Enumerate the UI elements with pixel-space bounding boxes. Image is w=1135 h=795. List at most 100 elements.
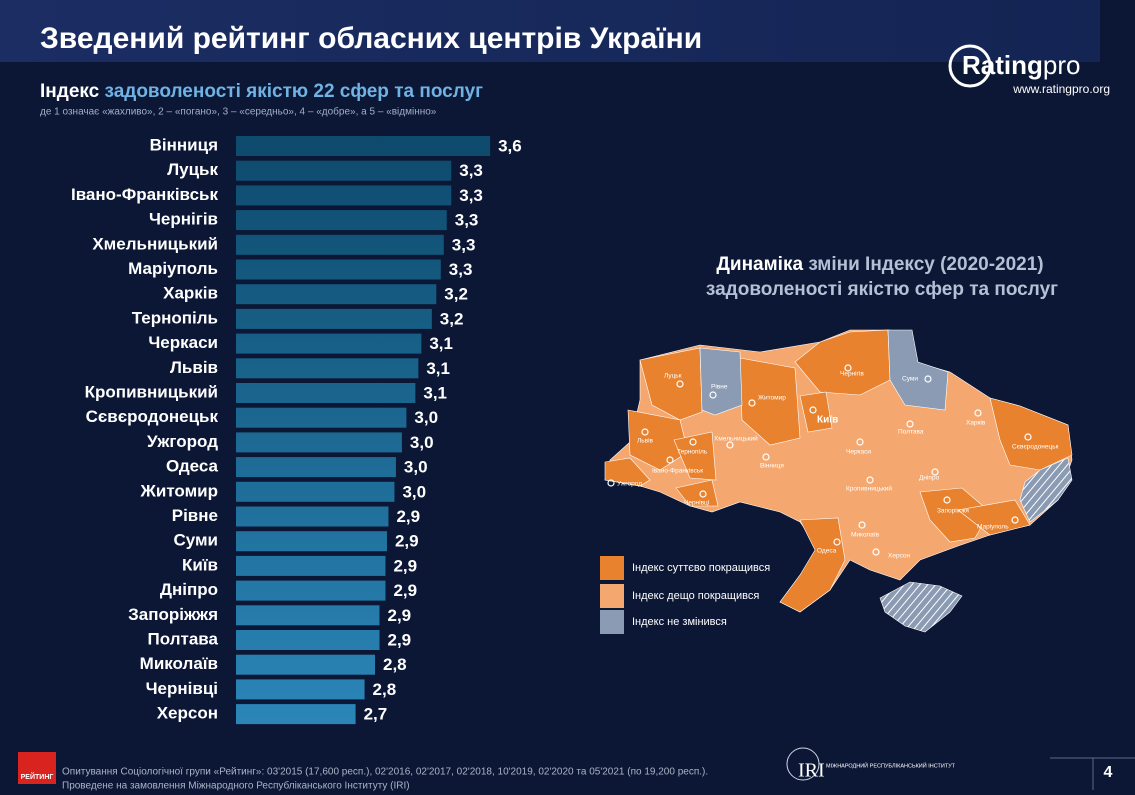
map-region-improved — [989, 397, 1073, 471]
value-label: 3,1 — [423, 383, 447, 402]
map-region-improved — [739, 357, 801, 446]
city-label: Полтава — [898, 429, 924, 436]
map-title-line2: задоволеності якістю сфер та послуг — [706, 279, 1058, 300]
bar — [236, 555, 386, 576]
bar — [236, 481, 395, 502]
value-label: 3,3 — [449, 260, 473, 279]
bar — [236, 457, 396, 478]
value-label: 3,0 — [402, 482, 426, 501]
legend-label: Індекс суттєво покращився — [632, 562, 770, 574]
city-label: Ужгород — [617, 481, 642, 488]
city-marker — [709, 391, 717, 399]
category-label: Житомир — [140, 481, 219, 500]
value-label: 2,9 — [387, 606, 411, 625]
value-label: 3,3 — [459, 186, 483, 205]
category-label: Полтава — [148, 629, 219, 648]
map-region-improved — [639, 347, 703, 421]
value-label: 3,0 — [404, 458, 428, 477]
bar — [236, 185, 452, 206]
city-label: Кропивницький — [846, 485, 892, 493]
category-label: Запоріжжя — [128, 605, 218, 624]
category-label: Рівне — [172, 506, 218, 525]
iri-globe — [786, 747, 820, 781]
bar — [236, 136, 491, 156]
city-label: Харків — [966, 419, 986, 427]
map-region-improved — [627, 409, 689, 471]
category-label: Харків — [163, 284, 218, 303]
city-marker — [931, 468, 939, 476]
city-label: Львів — [637, 437, 654, 445]
category-label: Сєвєродонецьк — [86, 407, 219, 426]
city-label: Миколаїв — [851, 532, 880, 539]
city-marker — [974, 409, 982, 417]
value-label: 3,6 — [498, 136, 522, 155]
value-label: 2,9 — [393, 581, 417, 600]
bar — [236, 432, 402, 453]
bar — [236, 234, 444, 255]
map-region-improved — [799, 391, 833, 433]
map-region-improved — [779, 517, 846, 613]
bar — [236, 654, 376, 675]
bar — [236, 704, 356, 725]
category-label: Івано-Франківськ — [71, 185, 218, 204]
map-region-hatched — [1019, 457, 1073, 523]
value-label: 2,7 — [364, 705, 388, 724]
city-marker — [762, 453, 770, 461]
map-region-improved — [675, 479, 719, 507]
value-label: 2,9 — [396, 507, 420, 526]
city-marker — [924, 375, 932, 383]
logo-suffix: pro — [1043, 50, 1081, 80]
city-label: Маріуполь — [977, 523, 1009, 531]
value-label: 2,9 — [393, 556, 417, 575]
city-label: Черкаси — [846, 449, 871, 456]
city-marker — [641, 428, 649, 436]
map-region-unchanged — [887, 329, 949, 411]
category-label: Дніпро — [160, 580, 218, 599]
category-label: Суми — [173, 531, 218, 550]
city-label: Чернівці — [684, 499, 709, 507]
bar — [236, 308, 432, 329]
value-label: 2,9 — [387, 630, 411, 649]
bar — [236, 358, 419, 379]
value-label: 3,1 — [426, 359, 450, 378]
city-label: Хмельницький — [714, 435, 758, 443]
value-label: 2,8 — [373, 680, 397, 699]
value-label: 3,3 — [452, 235, 476, 254]
value-label: 3,0 — [414, 408, 438, 427]
city-marker — [726, 441, 734, 449]
category-label: Черкаси — [148, 333, 218, 352]
city-label: Суми — [902, 376, 918, 383]
map: Луцьк Рівне Житомир Чернігів Суми Київ Харків П… — [600, 329, 1073, 634]
category-label: Хмельницький — [92, 234, 218, 253]
value-label: 3,0 — [410, 433, 434, 452]
page-title: Зведений рейтинг обласних центрів Україн… — [40, 22, 702, 55]
city-marker — [866, 476, 874, 484]
bar — [236, 210, 447, 231]
city-marker — [833, 538, 841, 546]
legend-label: Індекс дещо покращився — [632, 590, 759, 602]
bar — [236, 284, 437, 305]
city-marker — [872, 548, 880, 556]
category-label: Київ — [182, 555, 218, 574]
bar — [236, 679, 365, 700]
bar — [236, 506, 389, 527]
city-label: Чернігів — [840, 370, 864, 378]
category-label: Маріуполь — [128, 259, 218, 278]
city-marker — [844, 364, 852, 372]
city-label: Вінниця — [760, 462, 784, 470]
city-marker — [607, 479, 615, 487]
logo-ring — [948, 44, 992, 88]
map-title: Динаміка зміни Індексу (2020-2021) — [716, 254, 1043, 275]
city-label: Запоріжжя — [937, 507, 969, 515]
category-label: Львів — [170, 358, 218, 377]
category-label: Миколаїв — [140, 654, 218, 673]
value-label: 2,8 — [383, 655, 407, 674]
bar — [236, 531, 387, 552]
category-label: Одеса — [166, 457, 218, 476]
brand-name: РЕЙТИНГ — [21, 772, 54, 781]
legend-swatch — [600, 556, 624, 580]
value-label: 2,9 — [395, 532, 419, 551]
city-marker — [858, 521, 866, 529]
city-marker — [943, 496, 951, 504]
